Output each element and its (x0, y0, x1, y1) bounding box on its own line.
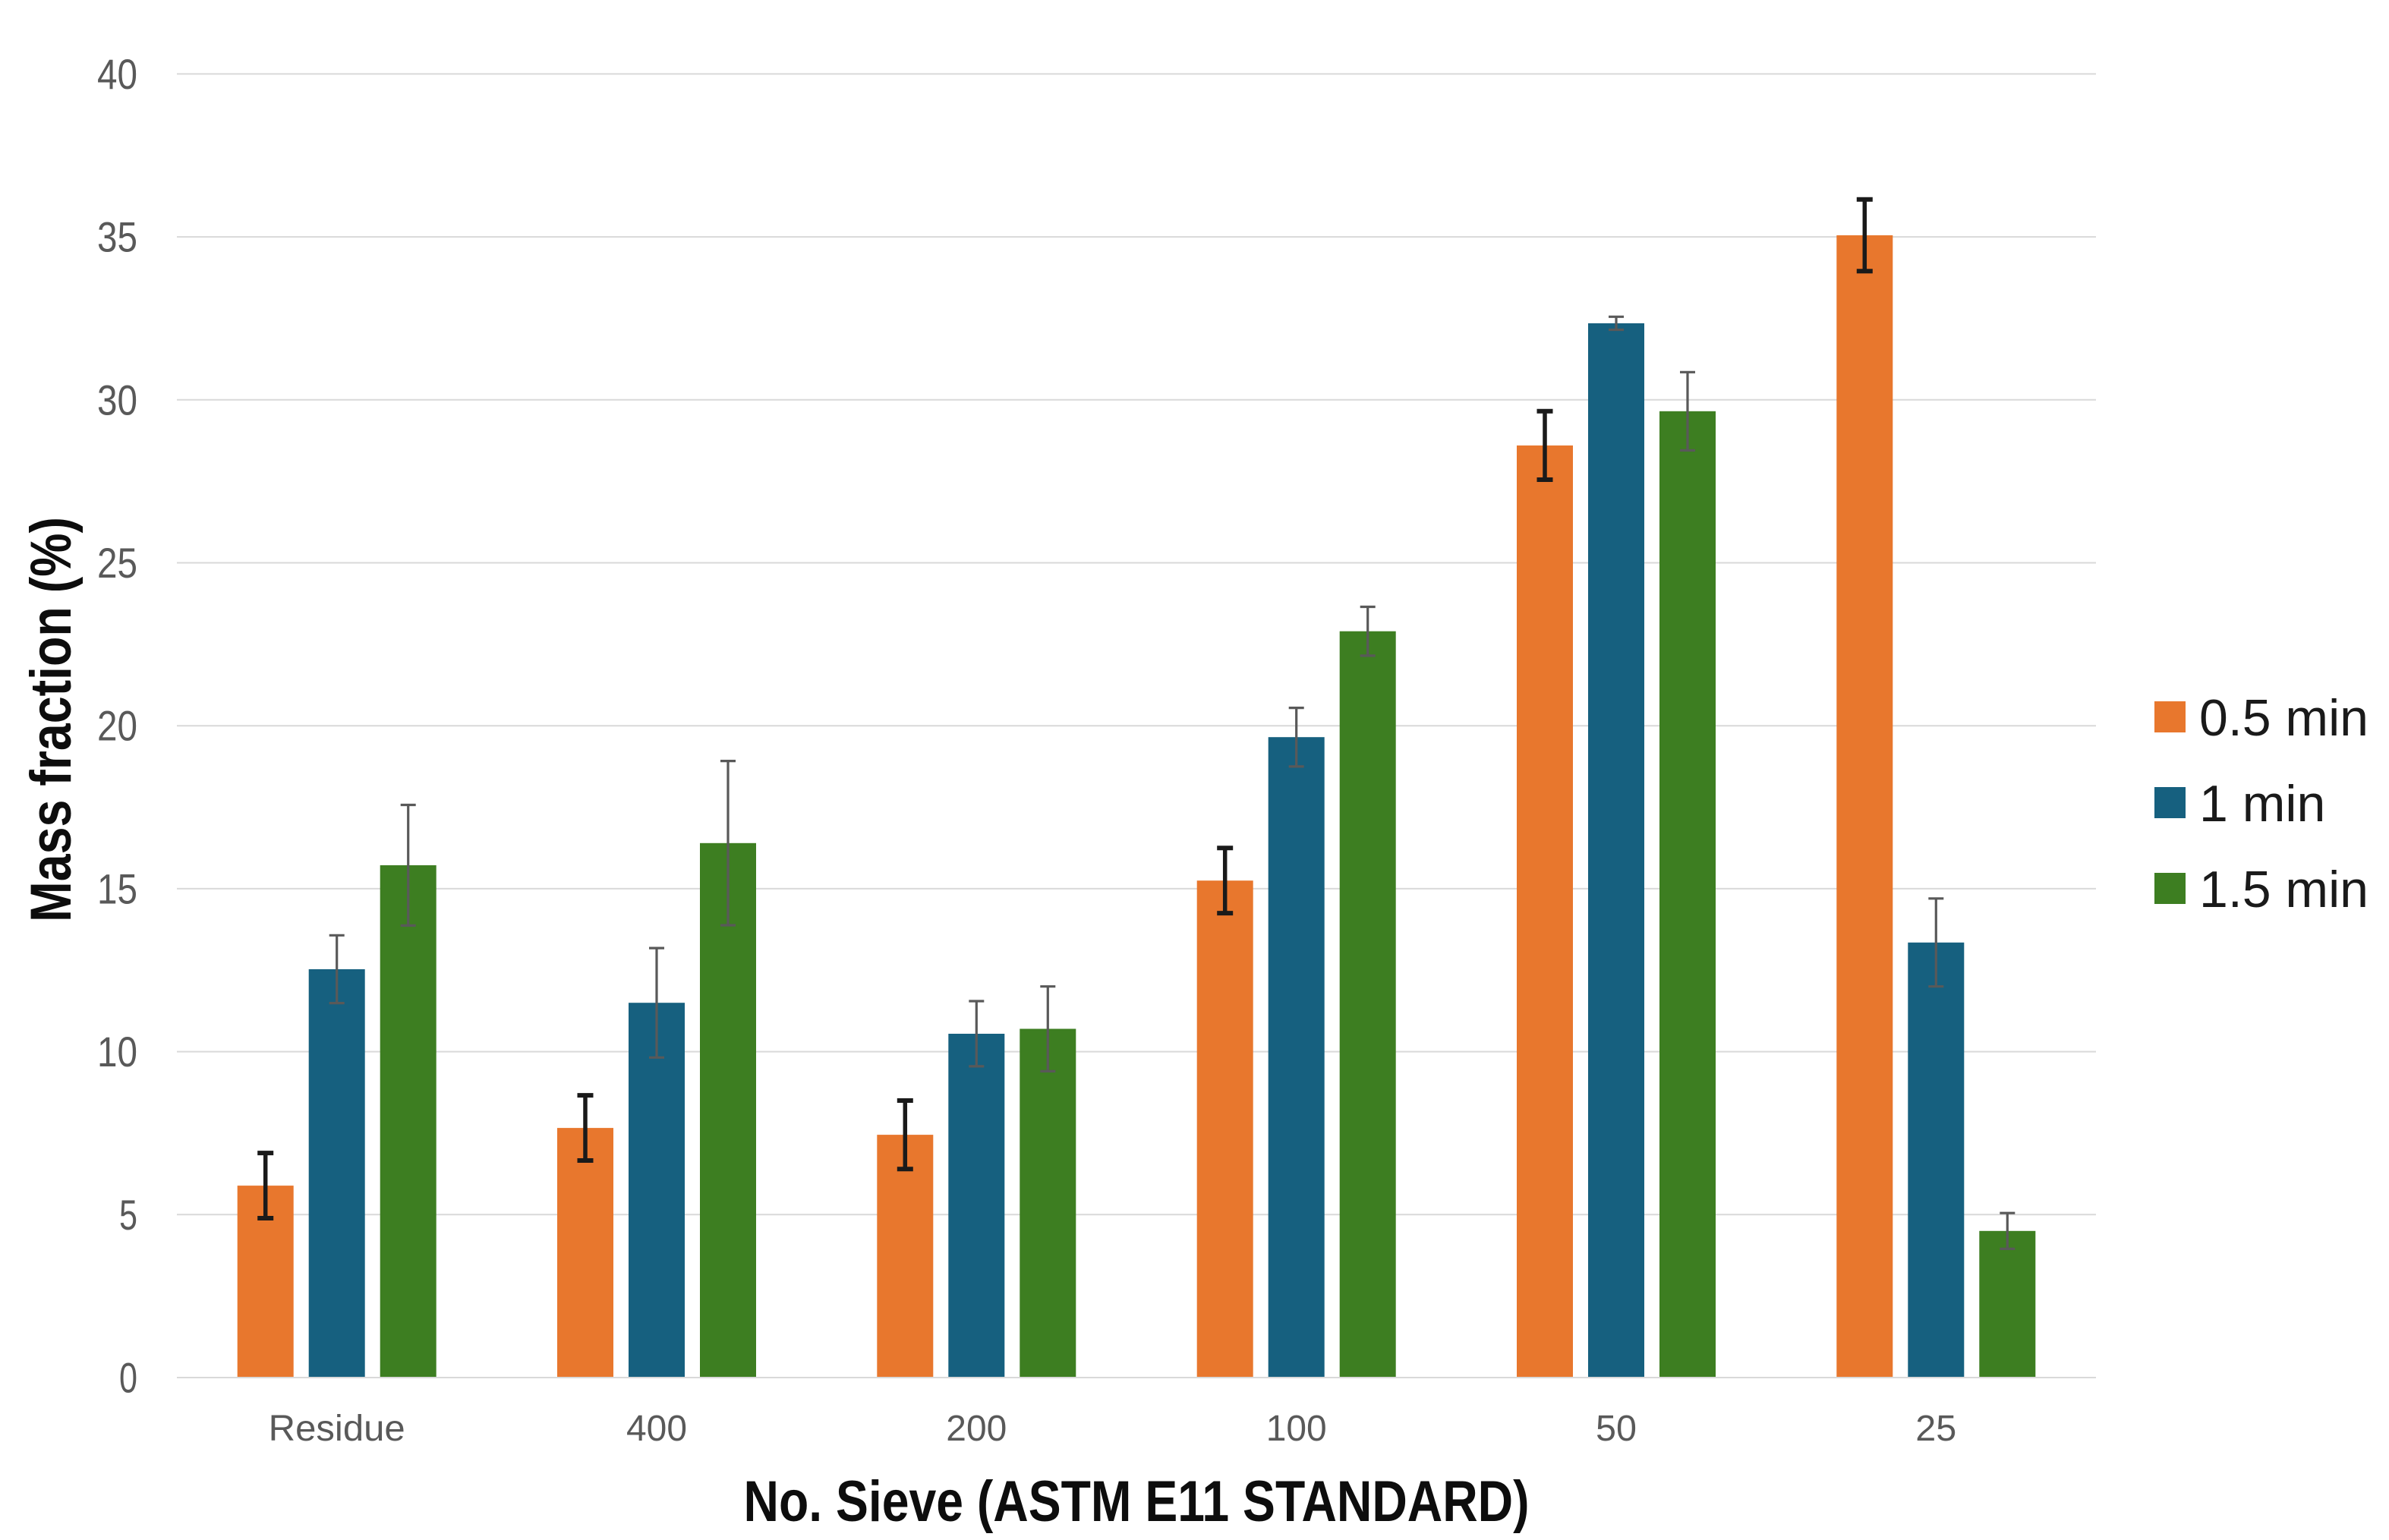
svg-text:0.5 min: 0.5 min (2199, 689, 2369, 747)
svg-text:1 min: 1 min (2199, 775, 2325, 833)
svg-text:200: 200 (946, 1409, 1007, 1449)
svg-text:Residue: Residue (269, 1409, 405, 1449)
svg-text:25: 25 (97, 539, 137, 587)
svg-text:No. Sieve (ASTM E11 STANDARD): No. Sieve (ASTM E11 STANDARD) (744, 1469, 1530, 1534)
svg-text:25: 25 (1915, 1409, 1956, 1449)
svg-text:10: 10 (97, 1028, 137, 1075)
svg-text:40: 40 (97, 50, 137, 98)
svg-text:50: 50 (1596, 1409, 1637, 1449)
svg-text:100: 100 (1266, 1409, 1327, 1449)
svg-text:35: 35 (97, 213, 137, 261)
svg-text:15: 15 (97, 864, 137, 912)
svg-text:20: 20 (97, 702, 137, 750)
svg-text:1.5 min: 1.5 min (2199, 861, 2369, 918)
svg-text:400: 400 (626, 1409, 687, 1449)
svg-text:5: 5 (119, 1191, 137, 1239)
svg-text:30: 30 (97, 376, 137, 424)
svg-text:Mass fraction (%): Mass fraction (%) (19, 517, 84, 922)
svg-text:0: 0 (119, 1354, 137, 1402)
